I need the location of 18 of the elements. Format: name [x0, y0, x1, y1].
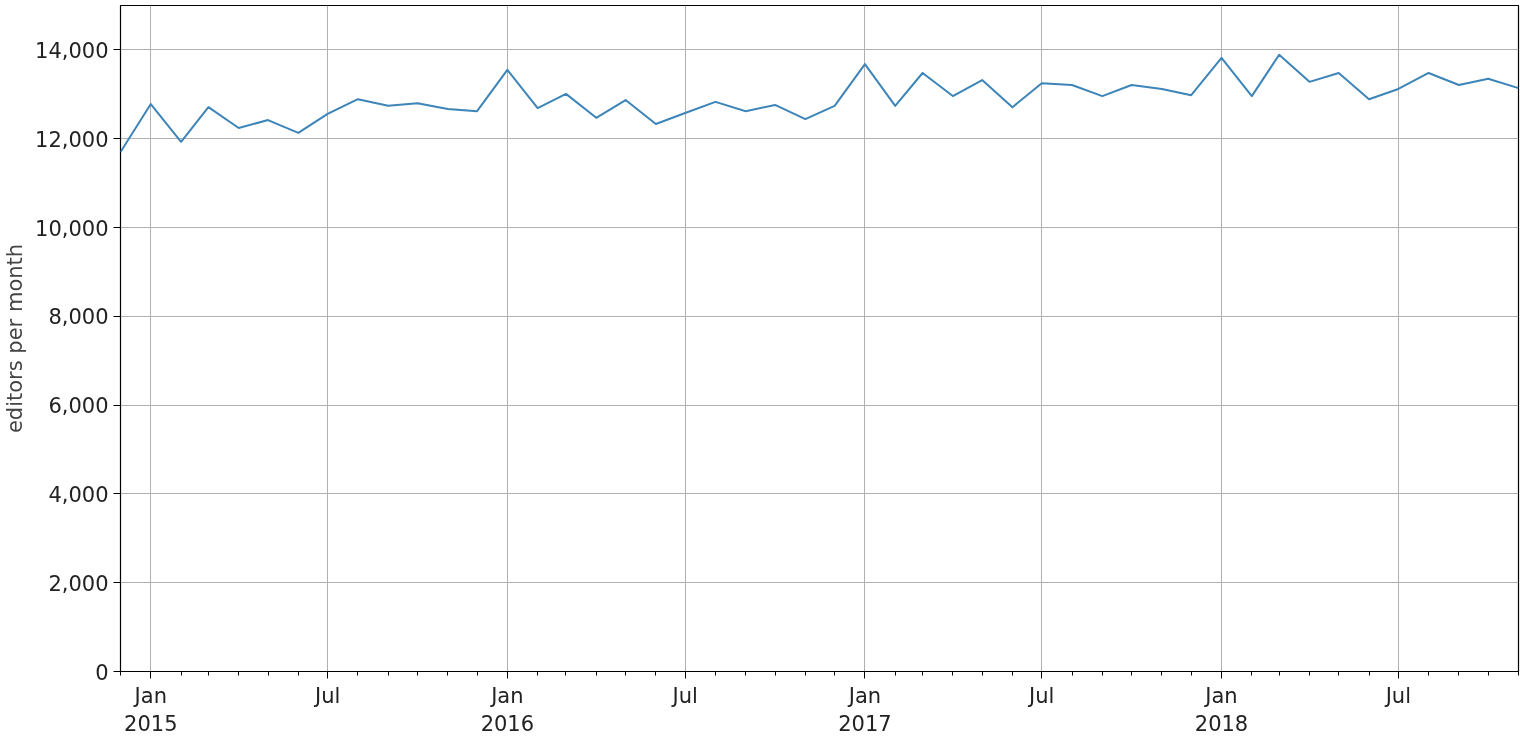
y-tick-label: 10,000: [35, 216, 109, 241]
x-tick-label: Jul: [670, 683, 698, 708]
y-tick-label: 14,000: [35, 38, 109, 63]
x-tick-label: Jan 2015: [124, 683, 178, 737]
x-tick-label: Jan 2016: [480, 683, 535, 737]
x-tick-label: Jan 2018: [1194, 683, 1249, 737]
y-tick-label: 6,000: [48, 394, 109, 419]
y-tick-label: 0: [95, 660, 109, 685]
y-tick-label: 4,000: [48, 482, 109, 507]
x-tick-label: Jul: [312, 683, 341, 708]
y-axis-title: editors per month: [3, 243, 28, 434]
x-tick-label: Jan 2017: [838, 683, 892, 737]
y-tick-label: 8,000: [48, 305, 109, 330]
y-tick-label: 2,000: [48, 571, 109, 596]
line-series: [120, 53, 1519, 154]
x-tick-label: Jul: [1027, 683, 1055, 708]
x-tick-label: Jul: [1383, 683, 1412, 708]
y-tick-label: 12,000: [35, 127, 109, 152]
